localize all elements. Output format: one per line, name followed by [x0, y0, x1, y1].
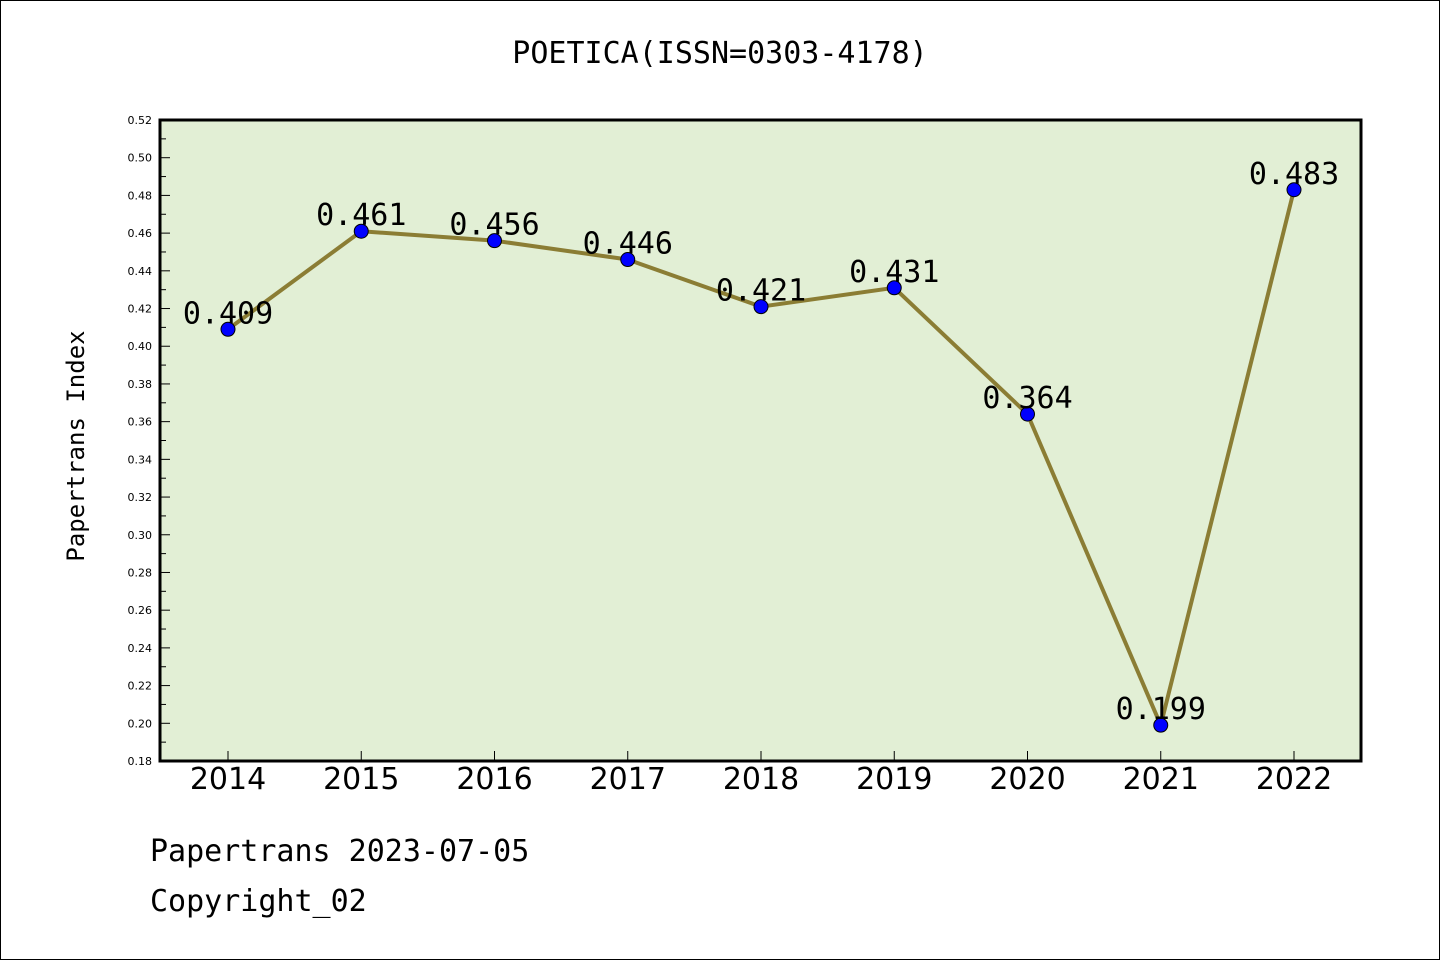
- y-tick-label: 0.18: [128, 755, 153, 768]
- data-point: [487, 233, 502, 249]
- data-label: 0.431: [849, 255, 939, 290]
- data-label: 0.483: [1249, 157, 1339, 192]
- chart-title: POETICA(ISSN=0303-4178): [512, 36, 928, 71]
- y-tick-label: 0.26: [128, 604, 153, 617]
- data-point: [1153, 717, 1169, 733]
- y-tick-label: 0.52: [128, 114, 153, 127]
- x-tick-label: 2021: [1123, 762, 1199, 797]
- footer-date: Papertrans 2023-07-05: [150, 834, 530, 869]
- x-tick-label: 2019: [856, 762, 932, 797]
- data-label: 0.421: [716, 274, 806, 309]
- y-tick-label: 0.20: [128, 717, 153, 730]
- data-label: 0.461: [316, 198, 406, 233]
- x-tick-label: 2014: [190, 762, 266, 797]
- data-label: 0.409: [183, 296, 273, 331]
- footer-copyright: Copyright_02: [150, 884, 367, 919]
- x-tick-label: 2015: [323, 762, 399, 797]
- data-label: 0.199: [1116, 692, 1206, 727]
- data-point: [1020, 406, 1035, 422]
- y-tick-label: 0.22: [128, 680, 153, 693]
- y-tick-label: 0.32: [128, 491, 153, 504]
- x-tick-label: 2017: [590, 762, 666, 797]
- y-tick-label: 0.24: [128, 642, 153, 655]
- y-tick-label: 0.42: [128, 303, 153, 316]
- x-tick-label: 2016: [456, 762, 532, 797]
- y-tick-label: 0.38: [128, 378, 153, 391]
- y-tick-label: 0.36: [128, 416, 153, 429]
- y-tick-label: 0.46: [128, 227, 153, 240]
- y-tick-label: 0.48: [128, 189, 153, 202]
- x-tick-label: 2020: [989, 762, 1065, 797]
- data-point: [753, 299, 769, 315]
- y-tick-label: 0.50: [128, 152, 153, 165]
- plot-border: [158, 118, 1363, 763]
- data-label: 0.456: [449, 208, 539, 243]
- data-label: 0.446: [583, 227, 673, 262]
- data-point: [620, 252, 636, 268]
- x-tick-label: 2018: [723, 762, 799, 797]
- y-tick-label: 0.40: [128, 340, 153, 353]
- data-point: [886, 280, 902, 296]
- data-point: [1286, 182, 1302, 198]
- x-tick-label: 2022: [1256, 762, 1332, 797]
- y-tick-label: 0.34: [128, 453, 153, 466]
- y-tick-label: 0.28: [128, 566, 153, 579]
- y-tick-label: 0.30: [128, 529, 153, 542]
- y-tick-label: 0.44: [128, 265, 153, 278]
- data-point: [353, 223, 369, 239]
- data-label: 0.364: [982, 381, 1072, 416]
- data-point: [220, 321, 236, 337]
